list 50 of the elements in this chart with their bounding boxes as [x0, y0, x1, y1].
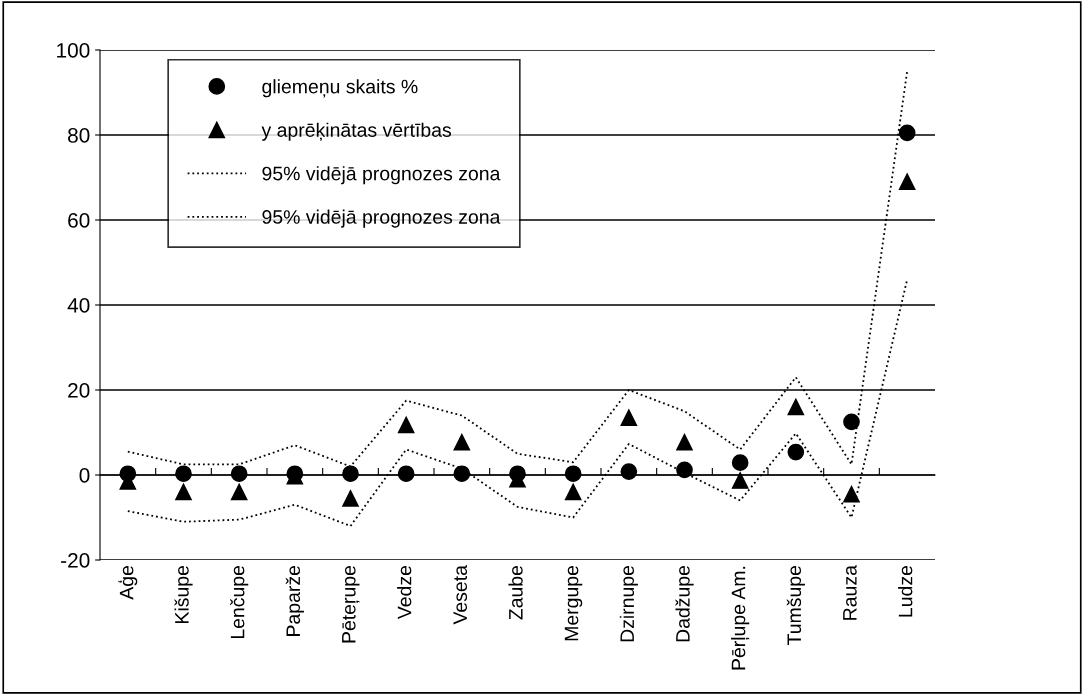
y-tick-label: 20 [68, 383, 90, 398]
x-tick-label: Vedze [397, 565, 412, 620]
legend-label: 95% vidējā prognozes zona [262, 209, 501, 228]
x-tick-label: Aģe [118, 565, 138, 600]
x-tick-label: Ludze [898, 565, 913, 617]
point [564, 483, 582, 501]
x-tick-label: Pēteŗupe [342, 565, 360, 643]
point [453, 465, 471, 483]
legend-label: 95% vidējā prognozes zona [262, 166, 501, 185]
point [175, 465, 192, 483]
x-tick-label: Paparže [285, 565, 304, 636]
point [342, 490, 359, 507]
point [898, 173, 916, 191]
y-tick-label: 0 [79, 468, 90, 483]
x-tick-label: Tumšupe [786, 565, 805, 645]
x-tick-label: Rauza [843, 565, 857, 620]
point [620, 409, 638, 426]
point [230, 465, 248, 483]
legend-label: y aprēķinātas vērtības [261, 122, 452, 141]
point [175, 483, 192, 501]
point [342, 465, 359, 483]
x-tick-label: Dadžupe [675, 565, 694, 642]
point [397, 465, 415, 483]
x-tick-label: Dzirnupe [619, 565, 638, 642]
point [843, 485, 860, 503]
y-tick-label: -20 [61, 553, 90, 568]
point [787, 443, 805, 461]
point [453, 433, 471, 451]
x-tick-label: Zaube [508, 565, 523, 620]
x-tick-label: Mergupe [564, 565, 583, 641]
x-tick-label: Veseta [453, 565, 468, 625]
y-tick-label: 100 [57, 43, 90, 58]
point [898, 124, 916, 142]
point [676, 433, 693, 451]
y-tick-label: 60 [68, 213, 90, 228]
point [230, 483, 248, 501]
point [731, 472, 749, 489]
x-tick-label: Pērļupe Am. [731, 566, 750, 670]
point [564, 465, 582, 483]
point [676, 461, 693, 479]
point [620, 463, 638, 480]
point [397, 416, 415, 434]
point [843, 413, 860, 431]
y-tick-label: 40 [67, 298, 90, 313]
x-tick-label: Kišupe [174, 565, 193, 623]
legend-label: gliemeņu skaits % [262, 79, 418, 98]
point [787, 398, 805, 416]
x-tick-label: Lenčupe [230, 565, 249, 639]
point [731, 454, 749, 472]
y-tick-label: 80 [68, 128, 90, 143]
